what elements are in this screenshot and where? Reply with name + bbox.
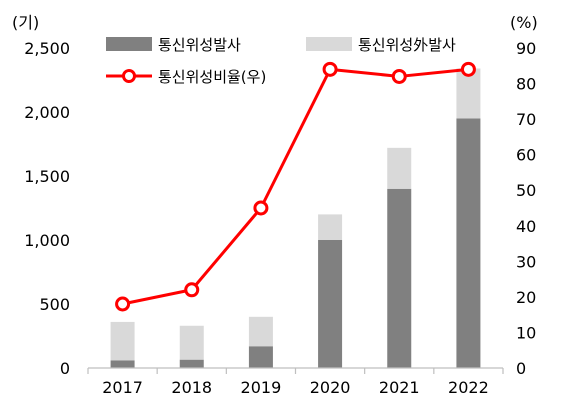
ratio-point: [115, 296, 131, 312]
legend-swatch-noncomm-launch: [306, 37, 352, 51]
right-tick-label: 10: [516, 323, 536, 342]
bars: [110, 68, 481, 369]
left-tick-label: 500: [39, 295, 70, 314]
legend-label-comm-launch: 통신위성발사: [158, 36, 241, 54]
x-tick-label: 2019: [241, 378, 282, 397]
bar-noncomm-launch: [387, 147, 412, 189]
right-tick-label: 70: [516, 110, 536, 129]
legend-label-noncomm-launch: 통신위성外발사: [358, 36, 456, 54]
right-tick-label: 50: [516, 181, 536, 200]
ratio-point: [253, 200, 269, 216]
left-axis-ticks: 0 500 1,000 1,500 2,000 2,500: [24, 39, 70, 378]
x-axis: [87, 367, 504, 374]
x-tick-label: 2018: [171, 378, 212, 397]
ratio-line: [115, 61, 476, 312]
legend: 통신위성발사 통신위성外발사 통신위성비율(우): [106, 36, 456, 86]
bar-noncomm-launch: [110, 321, 135, 361]
bar-noncomm-launch: [248, 316, 273, 347]
left-tick-label: 1,500: [24, 167, 70, 186]
left-tick-label: 0: [60, 359, 70, 378]
right-tick-label: 40: [516, 217, 536, 236]
ratio-point: [391, 68, 407, 84]
ratio-point: [460, 61, 476, 77]
left-tick-label: 2,000: [24, 103, 70, 122]
ratio-point: [322, 61, 338, 77]
bar-noncomm-launch: [318, 214, 343, 240]
right-tick-label: 90: [516, 39, 536, 58]
legend-swatch-comm-launch: [106, 37, 152, 51]
ratio-line-path: [122, 67, 469, 306]
left-tick-label: 2,500: [24, 39, 70, 58]
bar-comm-launch: [179, 359, 204, 368]
bar-comm-launch: [387, 188, 412, 368]
right-tick-label: 80: [516, 75, 536, 94]
right-tick-label: 0: [516, 359, 526, 378]
x-tick-label: 2021: [379, 378, 420, 397]
left-axis-unit: (기): [12, 13, 39, 32]
right-tick-label: 20: [516, 288, 536, 307]
legend-label-ratio: 통신위성비율(우): [158, 68, 266, 86]
x-tick-label: 2022: [448, 378, 489, 397]
legend-marker-ratio: [122, 69, 136, 83]
bar-comm-launch: [110, 360, 135, 368]
right-tick-label: 30: [516, 252, 536, 271]
left-tick-label: 1,000: [24, 231, 70, 250]
right-axis-unit: (%): [510, 13, 538, 32]
right-tick-label: 60: [516, 146, 536, 165]
bar-comm-launch: [318, 240, 343, 368]
x-tick-label: 2020: [310, 378, 351, 397]
bar-comm-launch: [248, 346, 273, 368]
right-axis-ticks: 0 10 20 30 40 50 60 70 80 90: [516, 39, 536, 378]
x-axis-labels: 2017 2018 2019 2020 2021 2022: [102, 378, 489, 397]
bar-noncomm-launch: [179, 325, 204, 360]
ratio-point: [184, 282, 200, 298]
x-tick-label: 2017: [102, 378, 143, 397]
bar-comm-launch: [456, 118, 481, 369]
